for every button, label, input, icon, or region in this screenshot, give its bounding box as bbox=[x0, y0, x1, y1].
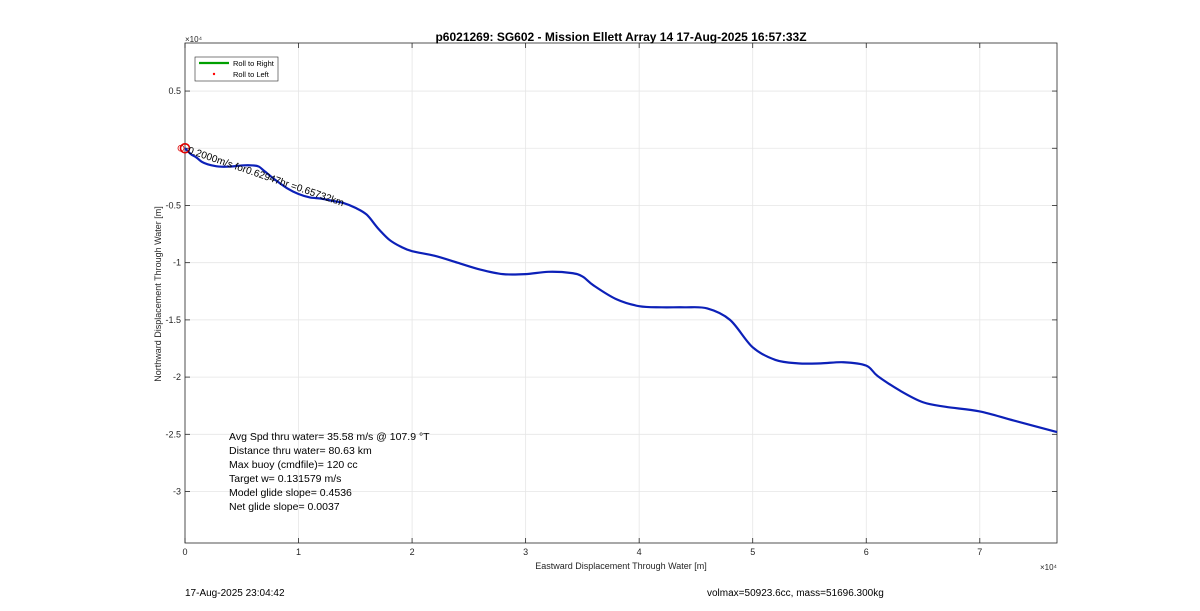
x-tick-label: 6 bbox=[864, 547, 869, 557]
plot-frame bbox=[184, 42, 1058, 544]
stat-target-w: Target w= 0.131579 m/s bbox=[229, 473, 341, 485]
stat-net-glide-slope: Net glide slope= 0.0037 bbox=[229, 501, 340, 513]
stat-model-glide-slope: Model glide slope= 0.4536 bbox=[229, 487, 352, 499]
stat-avg-speed: Avg Spd thru water= 35.58 m/s @ 107.9 °T bbox=[229, 431, 430, 443]
x-tick-label: 5 bbox=[750, 547, 755, 557]
x-tick-label: 3 bbox=[523, 547, 528, 557]
start-marker bbox=[179, 142, 191, 154]
series-layer bbox=[177, 142, 1058, 434]
x-axis-label: Eastward Displacement Through Water [m] bbox=[535, 561, 707, 571]
y-tick-label: -3 bbox=[173, 487, 181, 497]
legend-label-roll-right: Roll to Right bbox=[233, 59, 275, 68]
tick-layer: 0 1 2 3 4 5 6 7 0.5 -0.5 -1 -1.5 -2 -2.5 -3 bbox=[165, 43, 1057, 557]
legend-box bbox=[194, 56, 279, 82]
stats-block: Avg Spd thru water= 35.58 m/s @ 107.9 °T… bbox=[229, 431, 430, 513]
annotation-layer: 0.2000m/s for0.62947hr =0.65732km bbox=[186, 145, 345, 209]
footer-volmax-mass: volmax=50923.6cc, mass=51696.300kg bbox=[707, 588, 884, 599]
y-tick-label: 0.5 bbox=[168, 86, 181, 96]
footer-timestamp: 17-Aug-2025 23:04:42 bbox=[185, 588, 285, 599]
x-tick-label: 0 bbox=[182, 547, 187, 557]
y-tick-label: -1 bbox=[173, 258, 181, 268]
x-tick-label: 2 bbox=[410, 547, 415, 557]
x-tick-label: 7 bbox=[977, 547, 982, 557]
y-axis-label: Northward Displacement Through Water [m] bbox=[153, 206, 163, 382]
stat-distance: Distance thru water= 80.63 km bbox=[229, 445, 372, 457]
y-axis-exponent: ×10⁴ bbox=[185, 35, 203, 44]
x-axis-exponent: ×10⁴ bbox=[1040, 563, 1058, 572]
chart-title: p6021269: SG602 - Mission Ellett Array 1… bbox=[435, 30, 806, 44]
x-tick-label: 1 bbox=[296, 547, 301, 557]
y-tick-label: -2.5 bbox=[165, 429, 181, 439]
stat-max-buoy: Max buoy (cmdfile)= 120 cc bbox=[229, 459, 358, 471]
y-tick-label: -1.5 bbox=[165, 315, 181, 325]
legend: Roll to Right Roll to Left bbox=[194, 56, 279, 82]
legend-label-roll-left: Roll to Left bbox=[233, 70, 270, 79]
start-marker-ghost bbox=[177, 144, 185, 152]
y-tick-label: -2 bbox=[173, 372, 181, 382]
series-line-track bbox=[184, 147, 1058, 434]
grid-layer bbox=[184, 43, 1057, 543]
x-tick-label: 4 bbox=[637, 547, 642, 557]
legend-swatch-roll-left bbox=[212, 72, 216, 76]
segment-annotation: 0.2000m/s for0.62947hr =0.65732km bbox=[186, 145, 345, 209]
y-tick-label: -0.5 bbox=[165, 200, 181, 210]
